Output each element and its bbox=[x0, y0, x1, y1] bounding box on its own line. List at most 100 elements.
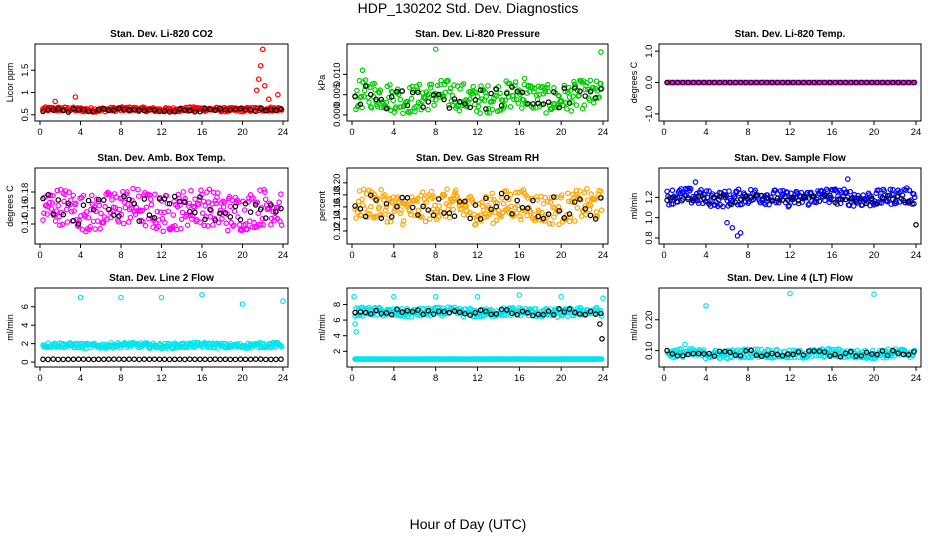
data-point bbox=[357, 206, 364, 212]
y-tick-label: 0.20 bbox=[332, 174, 343, 193]
data-point bbox=[278, 356, 284, 363]
data-point bbox=[90, 108, 97, 115]
x-tick-label: 16 bbox=[514, 127, 525, 138]
data-point bbox=[680, 79, 686, 86]
x-tick-label: 8 bbox=[433, 127, 438, 138]
data-point bbox=[493, 86, 500, 93]
data-point bbox=[88, 206, 94, 213]
data-point bbox=[847, 188, 854, 195]
x-tick-label: 4 bbox=[391, 373, 396, 384]
data-point bbox=[212, 356, 219, 363]
data-point bbox=[232, 106, 239, 113]
data-point bbox=[400, 218, 407, 224]
data-point bbox=[764, 352, 770, 358]
y-axis-label: percent bbox=[317, 190, 327, 221]
data-point bbox=[532, 306, 539, 312]
data-point bbox=[535, 100, 542, 107]
data-point bbox=[446, 88, 453, 95]
data-point bbox=[223, 220, 230, 227]
data-point bbox=[884, 193, 891, 199]
data-point bbox=[597, 321, 603, 327]
data-point bbox=[387, 82, 393, 88]
data-point bbox=[111, 107, 117, 113]
x-tick-label: 20 bbox=[237, 250, 248, 261]
data-point bbox=[543, 110, 549, 116]
data-point bbox=[451, 96, 458, 102]
data-point bbox=[535, 311, 542, 318]
data-point bbox=[519, 89, 526, 96]
data-point bbox=[261, 83, 268, 89]
series-2 bbox=[40, 356, 284, 363]
data-point bbox=[450, 206, 457, 213]
data-point bbox=[170, 345, 177, 351]
data-point bbox=[516, 304, 523, 311]
data-point bbox=[360, 186, 367, 193]
data-point bbox=[388, 88, 395, 95]
x-tick-label: 20 bbox=[869, 250, 880, 261]
data-point bbox=[587, 88, 594, 95]
data-point bbox=[550, 89, 557, 95]
data-point bbox=[540, 101, 547, 107]
data-point bbox=[96, 202, 103, 209]
y-tick-label: 0.010 bbox=[332, 62, 343, 86]
data-point bbox=[488, 90, 494, 97]
data-point bbox=[414, 87, 421, 93]
data-point bbox=[201, 222, 208, 229]
data-point bbox=[813, 199, 820, 206]
data-point bbox=[737, 230, 744, 236]
data-point bbox=[910, 191, 917, 197]
data-point bbox=[415, 307, 421, 313]
data-point bbox=[669, 350, 676, 357]
data-point bbox=[871, 291, 877, 298]
data-point bbox=[278, 106, 284, 112]
data-point bbox=[227, 107, 234, 113]
data-point bbox=[535, 213, 542, 220]
data-point bbox=[357, 309, 364, 315]
x-tick-label: 4 bbox=[78, 127, 83, 138]
series-2 bbox=[664, 347, 917, 360]
series-2 bbox=[352, 190, 604, 222]
data-point bbox=[571, 199, 578, 205]
data-point bbox=[515, 189, 522, 196]
data-point bbox=[483, 195, 489, 202]
data-point bbox=[524, 309, 531, 316]
data-point bbox=[451, 213, 458, 220]
data-point bbox=[383, 204, 390, 210]
panel-title: Stan. Dev. Sample Flow bbox=[734, 153, 846, 164]
data-point bbox=[470, 83, 477, 90]
data-point bbox=[530, 312, 536, 319]
data-point bbox=[255, 76, 262, 83]
data-point bbox=[383, 105, 390, 112]
data-point bbox=[70, 356, 77, 363]
data-point bbox=[72, 94, 79, 100]
data-point bbox=[488, 209, 495, 215]
data-point bbox=[412, 108, 418, 115]
data-point bbox=[393, 104, 399, 110]
data-point bbox=[128, 205, 135, 212]
data-point bbox=[584, 197, 591, 203]
data-point bbox=[161, 196, 168, 202]
data-point bbox=[905, 198, 912, 205]
data-point bbox=[550, 311, 557, 318]
data-point bbox=[682, 341, 688, 348]
data-point bbox=[384, 219, 391, 225]
data-point bbox=[152, 191, 158, 198]
data-point bbox=[701, 195, 707, 202]
data-point bbox=[512, 189, 519, 196]
data-point bbox=[383, 201, 390, 207]
data-point bbox=[545, 88, 552, 95]
data-point bbox=[874, 79, 880, 86]
data-point bbox=[423, 199, 430, 205]
data-point bbox=[685, 195, 691, 201]
y-axis-label: degrees C bbox=[5, 185, 15, 227]
data-point bbox=[565, 198, 572, 205]
data-point bbox=[906, 187, 913, 194]
data-point bbox=[80, 202, 87, 209]
data-point bbox=[568, 108, 575, 114]
data-point bbox=[207, 206, 213, 213]
data-point bbox=[466, 209, 473, 216]
data-point bbox=[91, 203, 98, 210]
data-point bbox=[566, 306, 573, 312]
panel-title: Stan. Dev. Line 2 Flow bbox=[109, 273, 214, 284]
data-point bbox=[706, 201, 712, 207]
